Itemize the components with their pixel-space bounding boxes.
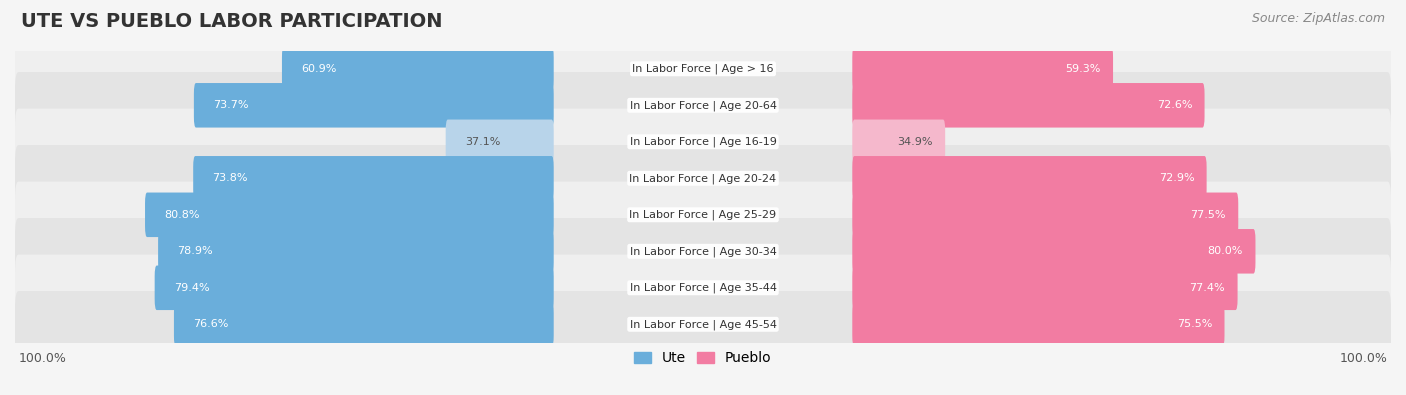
Text: 59.3%: 59.3% [1066, 64, 1101, 74]
FancyBboxPatch shape [852, 192, 1239, 237]
Text: In Labor Force | Age 35-44: In Labor Force | Age 35-44 [630, 282, 776, 293]
FancyBboxPatch shape [193, 156, 554, 201]
Text: 34.9%: 34.9% [897, 137, 932, 147]
FancyBboxPatch shape [283, 47, 554, 91]
FancyBboxPatch shape [852, 302, 1225, 346]
FancyBboxPatch shape [15, 109, 1391, 175]
Text: 77.4%: 77.4% [1189, 283, 1225, 293]
Text: UTE VS PUEBLO LABOR PARTICIPATION: UTE VS PUEBLO LABOR PARTICIPATION [21, 12, 443, 31]
FancyBboxPatch shape [145, 192, 554, 237]
Text: 37.1%: 37.1% [465, 137, 501, 147]
Text: In Labor Force | Age 25-29: In Labor Force | Age 25-29 [630, 210, 776, 220]
FancyBboxPatch shape [15, 145, 1391, 211]
FancyBboxPatch shape [15, 255, 1391, 321]
FancyBboxPatch shape [174, 302, 554, 346]
FancyBboxPatch shape [194, 83, 554, 128]
FancyBboxPatch shape [15, 291, 1391, 357]
Text: In Labor Force | Age 20-24: In Labor Force | Age 20-24 [630, 173, 776, 184]
FancyBboxPatch shape [15, 72, 1391, 139]
FancyBboxPatch shape [15, 182, 1391, 248]
FancyBboxPatch shape [852, 229, 1256, 274]
Text: In Labor Force | Age 16-19: In Labor Force | Age 16-19 [630, 137, 776, 147]
FancyBboxPatch shape [15, 218, 1391, 284]
FancyBboxPatch shape [155, 265, 554, 310]
FancyBboxPatch shape [446, 120, 554, 164]
FancyBboxPatch shape [157, 229, 554, 274]
Text: 60.9%: 60.9% [301, 64, 336, 74]
Text: In Labor Force | Age > 16: In Labor Force | Age > 16 [633, 64, 773, 74]
Text: 73.7%: 73.7% [214, 100, 249, 110]
Text: 80.0%: 80.0% [1208, 246, 1243, 256]
Text: 77.5%: 77.5% [1191, 210, 1226, 220]
Text: 79.4%: 79.4% [174, 283, 209, 293]
FancyBboxPatch shape [15, 36, 1391, 102]
Text: 75.5%: 75.5% [1177, 319, 1212, 329]
Text: 76.6%: 76.6% [193, 319, 229, 329]
Text: In Labor Force | Age 30-34: In Labor Force | Age 30-34 [630, 246, 776, 256]
Text: Source: ZipAtlas.com: Source: ZipAtlas.com [1251, 12, 1385, 25]
FancyBboxPatch shape [852, 47, 1114, 91]
FancyBboxPatch shape [852, 265, 1237, 310]
Text: 72.6%: 72.6% [1157, 100, 1192, 110]
Text: In Labor Force | Age 20-64: In Labor Force | Age 20-64 [630, 100, 776, 111]
Text: 78.9%: 78.9% [177, 246, 212, 256]
Text: 80.8%: 80.8% [165, 210, 200, 220]
Text: 100.0%: 100.0% [18, 352, 66, 365]
Text: In Labor Force | Age 45-54: In Labor Force | Age 45-54 [630, 319, 776, 329]
FancyBboxPatch shape [852, 83, 1205, 128]
Legend: Ute, Pueblo: Ute, Pueblo [628, 346, 778, 371]
FancyBboxPatch shape [852, 156, 1206, 201]
Text: 73.8%: 73.8% [212, 173, 247, 183]
FancyBboxPatch shape [852, 120, 945, 164]
Text: 72.9%: 72.9% [1159, 173, 1194, 183]
Text: 100.0%: 100.0% [1340, 352, 1388, 365]
